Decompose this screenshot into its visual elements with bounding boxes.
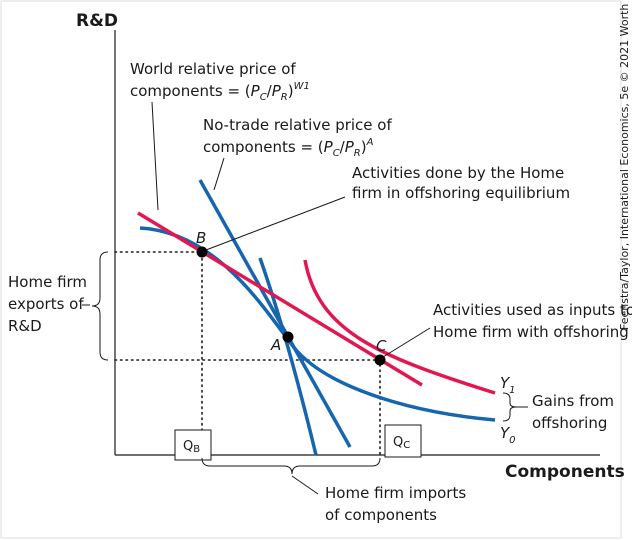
- guide-b: [114, 251, 203, 456]
- imports-line1: Home firm imports: [325, 484, 466, 502]
- text: components = (: [203, 138, 324, 156]
- curve-label-y0: Y0: [500, 424, 516, 446]
- symbol: P: [251, 82, 261, 100]
- no-trade-line2: components = (PC/PR)A: [203, 137, 374, 159]
- qc-sub: C: [403, 440, 410, 451]
- text: /: [267, 82, 273, 100]
- symbol: P: [345, 138, 355, 156]
- y-axis-label: R&D: [76, 11, 118, 31]
- qb-label: QB: [183, 439, 200, 455]
- text: /: [340, 138, 346, 156]
- gains-line1: Gains from: [532, 392, 614, 410]
- no-trade-line1: No-trade relative price of: [203, 116, 392, 134]
- point-a: [282, 331, 294, 343]
- text: ): [361, 138, 367, 156]
- brace: [201, 457, 381, 475]
- activities-used-line2: Home firm with offshoring: [433, 323, 629, 341]
- leader: [213, 157, 225, 191]
- superscript: A: [366, 137, 374, 148]
- point-c: [374, 354, 386, 366]
- qc-label: QC: [393, 435, 410, 451]
- text: ): [288, 82, 294, 100]
- point-b: [196, 246, 208, 258]
- curve-label-y1: Y1: [500, 374, 516, 396]
- exports-line1: Home firm: [8, 273, 87, 291]
- world-price-line: [137, 211, 423, 387]
- no-trade-price-line: [198, 179, 352, 448]
- y0-sub: 0: [509, 435, 515, 446]
- activities-done-line1: Activities done by the Home: [352, 164, 564, 182]
- subscript: R: [354, 148, 361, 159]
- qb-sub: B: [193, 444, 200, 455]
- gains-line2: offshoring: [532, 414, 607, 432]
- point-label-c: C: [376, 337, 387, 355]
- leader: [151, 101, 159, 211]
- exports-line2: exports of: [8, 295, 84, 313]
- qc-main: Q: [393, 435, 403, 450]
- y1-main: Y: [500, 374, 511, 392]
- qb-box: [174, 429, 212, 461]
- point-label-b: B: [196, 229, 206, 247]
- point-label-a: A: [270, 336, 281, 354]
- credit: Feenstra/Taylor, International Economics…: [618, 0, 631, 330]
- brace: [91, 251, 109, 361]
- y1-sub: 1: [509, 385, 515, 396]
- superscript: W1: [294, 81, 310, 92]
- symbol: P: [324, 138, 334, 156]
- subscript: C: [260, 92, 267, 103]
- activities-used-line1: Activities used as inputs to: [433, 301, 632, 319]
- qc-box: [384, 424, 422, 458]
- x-axis-label: Components: [505, 462, 625, 482]
- leader: [291, 475, 319, 495]
- isoquant-y1: [303, 259, 496, 395]
- subscript: C: [333, 148, 340, 159]
- subscript: R: [281, 92, 288, 103]
- imports-line2: of components: [325, 506, 437, 524]
- world-price-line2: components = (PC/PR)W1: [130, 81, 310, 103]
- leader: [205, 196, 346, 251]
- world-price-line1: World relative price of: [130, 60, 296, 78]
- qb-main: Q: [183, 439, 193, 454]
- exports-line3: R&D: [8, 317, 42, 335]
- isoquant: [258, 257, 318, 456]
- leader: [382, 327, 431, 358]
- symbol: P: [272, 82, 282, 100]
- activities-done-line2: firm in offshoring equilibrium: [352, 184, 570, 202]
- y0-main: Y: [500, 424, 511, 442]
- text: components = (: [130, 82, 251, 100]
